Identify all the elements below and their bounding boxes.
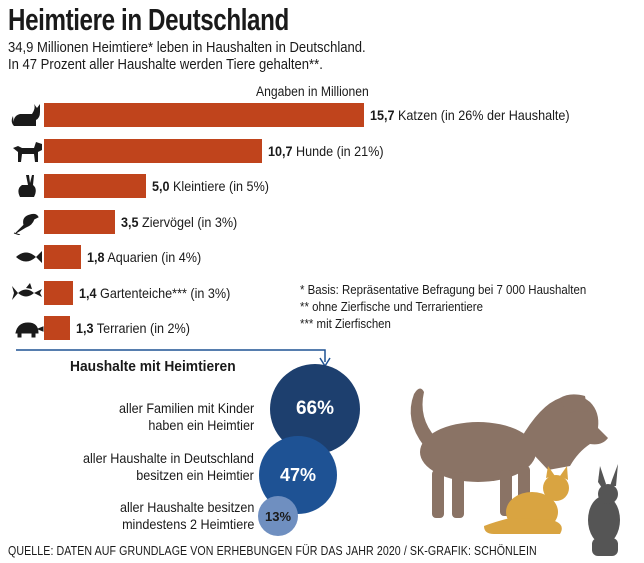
footnotes: * Basis: Repräsentative Befragung bei 7 … [300,281,586,332]
bar-category-2: Hunde (in 21%) [292,142,384,159]
footnote-2: ** ohne Zierfische und Terrarientiere [300,299,483,314]
connector-line [16,349,326,362]
bar-1 [44,103,364,127]
bar-category-3: Kleintiere (in 5%) [169,178,269,194]
bar-value-6: 1,4 [79,284,97,301]
bar-label-5: 1,8 Aquarien (in 4%) [87,249,201,266]
bar-value-5: 1,8 [87,249,105,265]
bar-label-7: 1,3 Terrarien (in 2%) [76,320,190,337]
bar-category-6: Gartenteiche*** (in 3%) [96,284,231,301]
household-label-3-line1: aller Haushalte besitzen [119,499,254,515]
household-label-1-line1: aller Familien mit Kinder [118,400,254,416]
household-bubble-3: 13% [258,496,298,536]
bar-category-7: Terrarien (in 2%) [93,320,190,336]
bar-2 [44,138,262,163]
bar-label-3: 5,0 Kleintiere (in 5%) [152,178,269,195]
unit-label: Angaben in Millionen [256,84,369,99]
household-label-2: aller Haushalte in Deutschland besitzen … [83,450,254,484]
bar-label-1: 15,7 Katzen (in 26% der Haushalte) [370,107,570,124]
bar-value-1: 15,7 [370,107,395,123]
bar-7 [44,316,70,340]
page-title: Heimtiere in Deutschland [8,2,289,37]
cat-icon [10,102,44,128]
household-bubble-1-value: 66% [295,398,335,419]
bar-6 [44,280,73,305]
household-label-2-line2: besitzen ein Heimtier [136,467,254,483]
bar-value-2: 10,7 [268,142,293,159]
rabbit-silhouette-icon [588,464,620,556]
dog-silhouette-icon [410,388,608,518]
household-label-1-line2: haben ein Heimtier [148,417,254,433]
bar-5 [44,245,81,269]
bar-category-4: Ziervögel (in 3%) [138,213,238,230]
source-note: QUELLE: DATEN AUF GRUNDLAGE VON ERHEBUNG… [8,544,537,558]
cat-silhouette-icon [484,466,569,534]
fish-icon [10,244,44,270]
bar-label-6: 1,4 Gartenteiche*** (in 3%) [79,285,230,302]
household-label-3-line2: mindestens 2 Heimtiere [121,516,255,532]
household-label-2-line1: aller Haushalte in Deutschland [83,450,254,466]
bar-value-3: 5,0 [152,178,170,194]
subtitle-line-1: 34,9 Millionen Heimtiere* leben in Haush… [8,40,366,56]
bar-category-5: Aquarien (in 4%) [104,249,202,265]
footnote-3: *** mit Zierfischen [300,316,391,331]
bar-4 [44,209,115,234]
subtitle-line-2: In 47 Prozent aller Haushalte werden Tie… [8,57,323,73]
household-label-1: aller Familien mit Kinder haben ein Heim… [119,400,254,434]
footnote-1: * Basis: Repräsentative Befragung bei 7 … [300,282,587,297]
bar-label-2: 10,7 Hunde (in 21%) [268,143,384,160]
household-label-3: aller Haushalte besitzen mindestens 2 He… [120,499,254,533]
household-bubble-3-value: 13% [264,508,292,524]
household-bubble-2-value: 47% [279,464,317,485]
rabbit-icon [10,173,44,199]
goldfish-icon [10,280,44,306]
bar-3 [44,174,146,198]
turtle-icon [10,315,44,341]
households-title: Haushalte mit Heimtieren [70,358,236,375]
bar-category-1: Katzen (in 26% der Haushalte) [394,107,570,123]
bar-label-4: 3,5 Ziervögel (in 3%) [121,214,237,231]
parrot-icon [10,209,44,235]
bar-value-4: 3,5 [121,213,139,230]
bar-value-7: 1,3 [76,320,94,336]
dog-icon [10,138,44,164]
